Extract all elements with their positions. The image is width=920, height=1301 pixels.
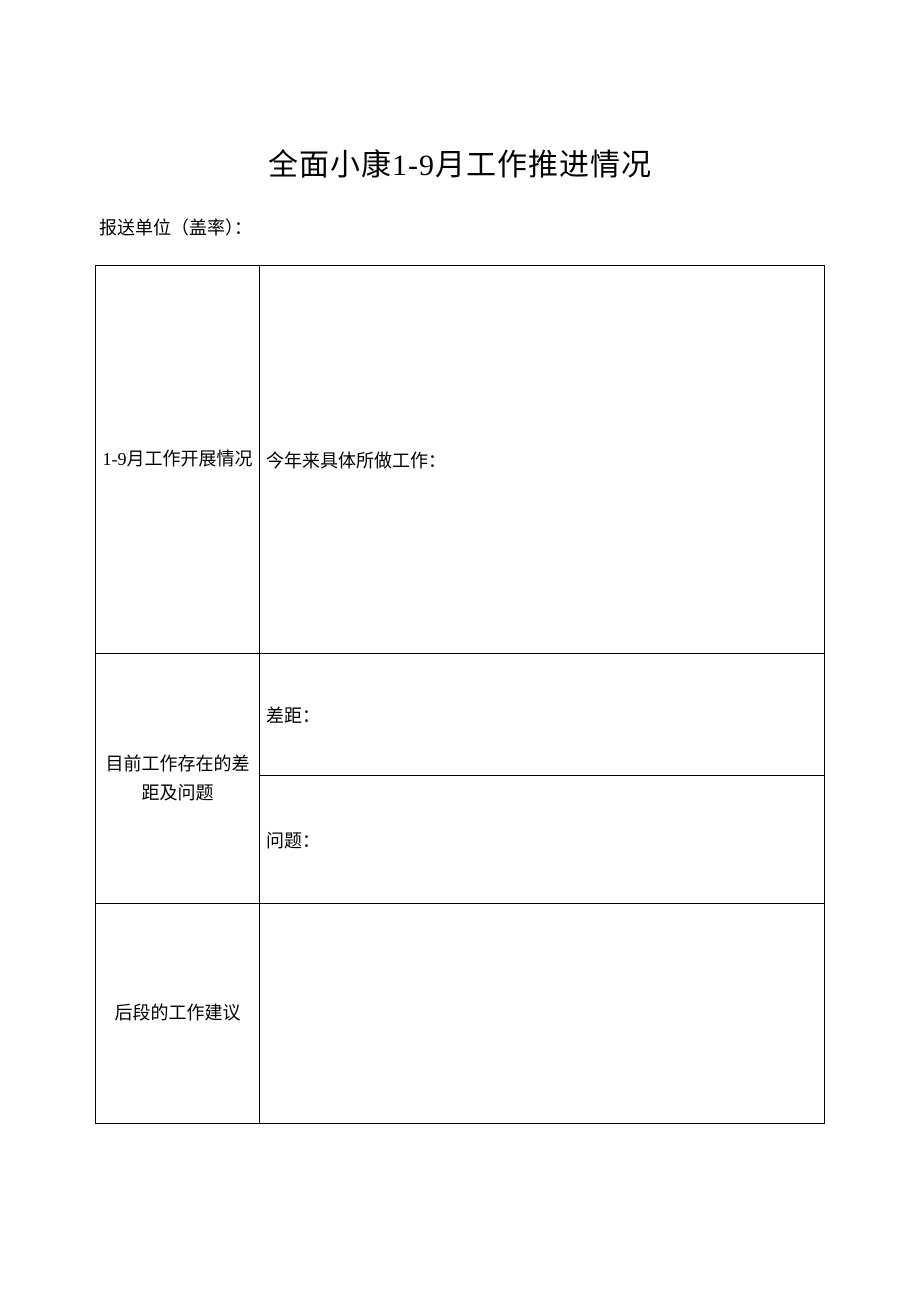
- table-row: 后段的工作建议: [96, 904, 825, 1124]
- work-progress-table: 1-9月工作开展情况 今年来具体所做工作： 目前工作存在的差距及问题 差距： 问…: [95, 265, 825, 1124]
- row2-content-problem: 问题：: [260, 776, 825, 904]
- row3-content: [260, 904, 825, 1124]
- row1-label: 1-9月工作开展情况: [96, 266, 260, 654]
- table-row: 1-9月工作开展情况 今年来具体所做工作：: [96, 266, 825, 654]
- row1-content: 今年来具体所做工作：: [260, 266, 825, 654]
- page-title: 全面小康1-9月工作推进情况: [95, 140, 825, 184]
- reporting-unit-label: 报送单位（盖率）：: [95, 214, 825, 240]
- table-row: 目前工作存在的差距及问题 差距：: [96, 654, 825, 776]
- row2-label: 目前工作存在的差距及问题: [96, 654, 260, 904]
- row2-content-gap: 差距：: [260, 654, 825, 776]
- row3-label: 后段的工作建议: [96, 904, 260, 1124]
